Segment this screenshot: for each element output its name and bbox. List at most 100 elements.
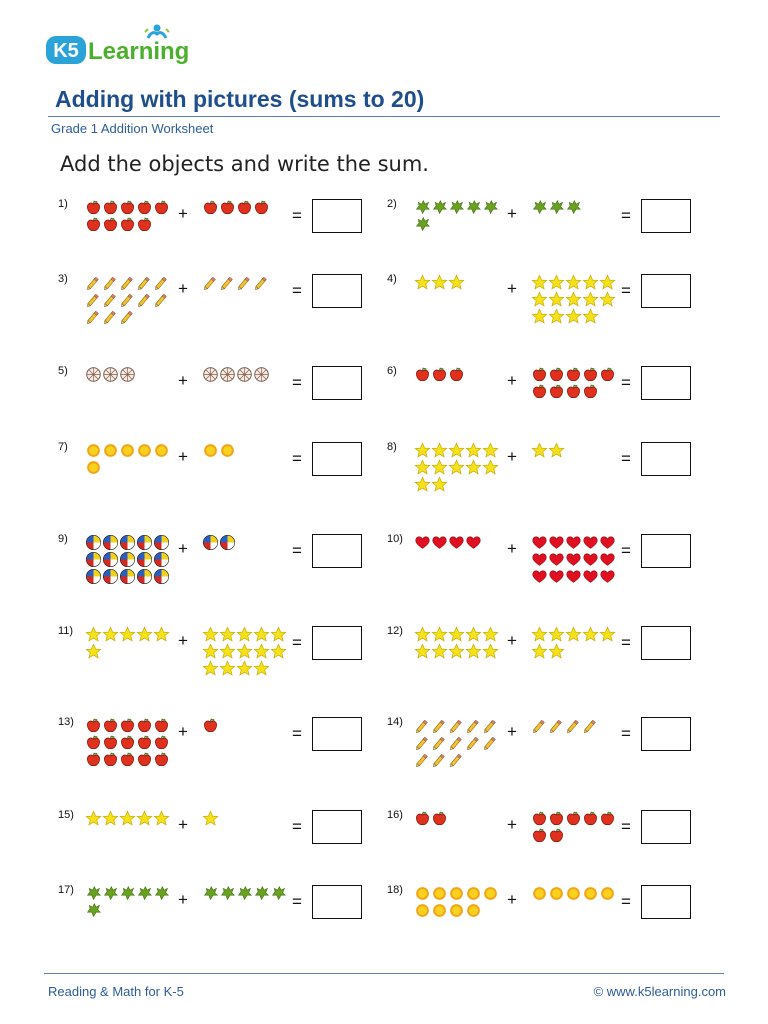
heart-icon — [582, 551, 599, 568]
sun-icon — [153, 442, 170, 459]
equals-sign: = — [292, 724, 302, 743]
star-icon — [548, 274, 565, 291]
star-icon — [431, 459, 448, 476]
apple-icon — [119, 734, 136, 751]
star-icon — [482, 442, 499, 459]
heart-icon — [582, 534, 599, 551]
addend-left-group — [414, 885, 499, 919]
star-icon — [482, 626, 499, 643]
answer-box[interactable] — [312, 442, 362, 476]
answer-box[interactable] — [312, 534, 362, 568]
beachball-icon — [153, 568, 170, 585]
leaf-icon — [85, 902, 102, 919]
equals-sign: = — [621, 281, 631, 300]
leaf-icon — [465, 199, 482, 216]
apple-icon — [531, 827, 548, 844]
star-icon — [582, 308, 599, 325]
star-icon — [531, 643, 548, 660]
star-icon — [253, 626, 270, 643]
heart-icon — [565, 551, 582, 568]
apple-icon — [431, 366, 448, 383]
answer-box[interactable] — [641, 810, 691, 844]
apple-icon — [85, 734, 102, 751]
problem-number: 13) — [58, 716, 74, 728]
heart-icon — [582, 568, 599, 585]
leaf-icon — [414, 216, 431, 233]
star-icon — [253, 660, 270, 677]
apple-icon — [548, 810, 565, 827]
apple-icon — [448, 366, 465, 383]
heart-icon — [431, 534, 448, 551]
answer-box[interactable] — [312, 885, 362, 919]
problem-5: 5) + = — [58, 365, 378, 435]
answer-box[interactable] — [641, 366, 691, 400]
answer-box[interactable] — [312, 366, 362, 400]
star-icon — [414, 459, 431, 476]
apple-icon — [565, 366, 582, 383]
answer-box[interactable] — [641, 199, 691, 233]
star-icon — [219, 643, 236, 660]
answer-box[interactable] — [312, 717, 362, 751]
leaf-icon — [119, 885, 136, 902]
equals-sign: = — [292, 449, 302, 468]
apple-icon — [431, 810, 448, 827]
apple-icon — [548, 366, 565, 383]
addend-right-group — [202, 810, 287, 827]
answer-box[interactable] — [641, 885, 691, 919]
apple-icon — [119, 717, 136, 734]
pencil-icon — [102, 291, 119, 308]
plus-sign: + — [507, 631, 517, 650]
apple-icon — [136, 199, 153, 216]
leaf-icon — [548, 199, 565, 216]
addend-left-group — [85, 366, 170, 383]
pencil-icon — [153, 274, 170, 291]
apple-icon — [531, 810, 548, 827]
addend-right-group — [531, 534, 616, 585]
answer-box[interactable] — [312, 810, 362, 844]
answer-box[interactable] — [312, 199, 362, 233]
answer-box[interactable] — [641, 534, 691, 568]
star-icon — [236, 626, 253, 643]
star-icon — [531, 274, 548, 291]
problem-number: 3) — [58, 273, 68, 285]
apple-icon — [236, 199, 253, 216]
heart-icon — [465, 534, 482, 551]
star-icon — [136, 626, 153, 643]
answer-box[interactable] — [641, 442, 691, 476]
addend-left-group — [414, 199, 499, 233]
plus-sign: + — [178, 447, 188, 466]
problem-number: 10) — [387, 533, 403, 545]
answer-box[interactable] — [312, 274, 362, 308]
title-divider — [48, 116, 720, 117]
equals-sign: = — [292, 206, 302, 225]
plus-sign: + — [507, 204, 517, 223]
sun-icon — [414, 902, 431, 919]
footer-divider — [44, 973, 724, 974]
star-icon — [414, 476, 431, 493]
answer-box[interactable] — [641, 717, 691, 751]
apple-icon — [102, 734, 119, 751]
apple-icon — [531, 366, 548, 383]
equals-sign: = — [621, 817, 631, 836]
addend-right-group — [531, 199, 616, 216]
answer-box[interactable] — [641, 274, 691, 308]
sun-icon — [465, 902, 482, 919]
answer-box[interactable] — [641, 626, 691, 660]
star-icon — [431, 274, 448, 291]
apple-icon — [414, 366, 431, 383]
apple-icon — [599, 810, 616, 827]
equals-sign: = — [621, 373, 631, 392]
star-icon — [465, 626, 482, 643]
apple-icon — [136, 717, 153, 734]
page-subtitle: Grade 1 Addition Worksheet — [51, 121, 214, 136]
plus-sign: + — [507, 447, 517, 466]
leaf-icon — [414, 199, 431, 216]
pencil-icon — [153, 291, 170, 308]
pencil-icon — [482, 717, 499, 734]
plus-sign: + — [178, 279, 188, 298]
heart-icon — [599, 551, 616, 568]
star-icon — [531, 442, 548, 459]
ball-icon — [236, 366, 253, 383]
leaf-icon — [136, 885, 153, 902]
answer-box[interactable] — [312, 626, 362, 660]
